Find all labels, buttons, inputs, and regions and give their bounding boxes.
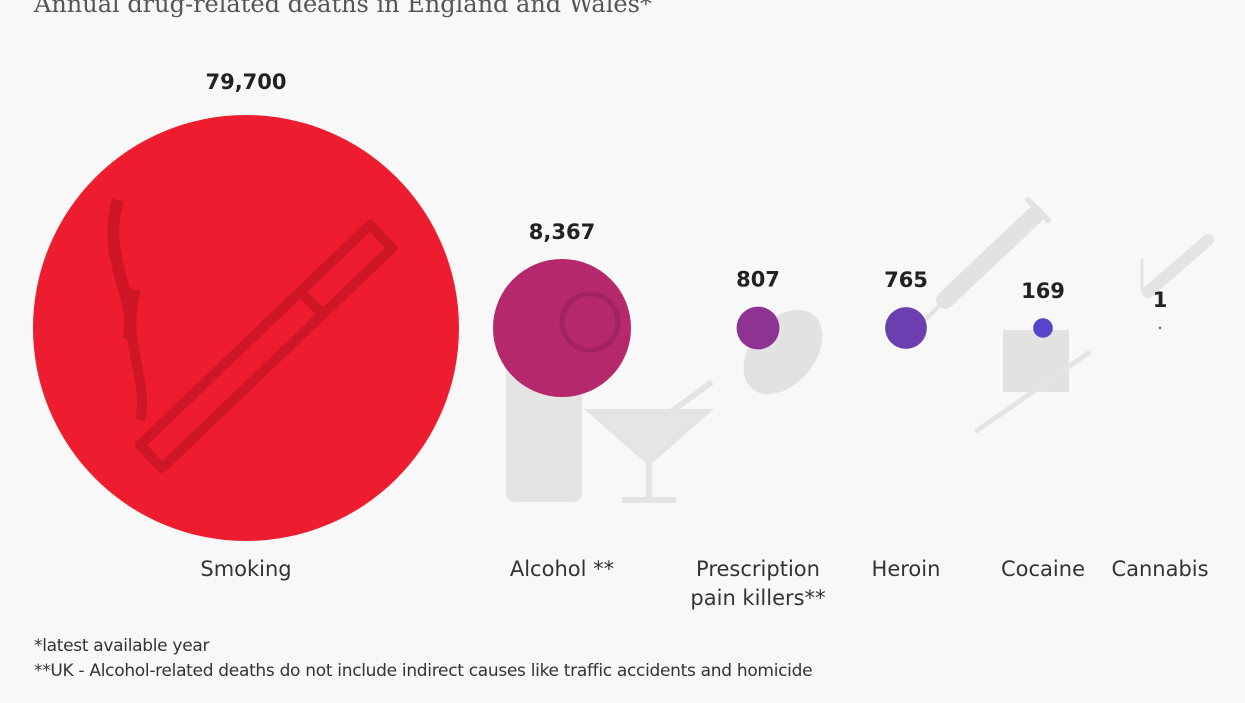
value-label: 169 — [1021, 279, 1065, 303]
value-label: 1 — [1153, 288, 1168, 312]
bubble-5 — [1158, 326, 1162, 330]
category-label: Prescription — [696, 557, 820, 581]
joint-icon — [1140, 234, 1214, 298]
category-label: Heroin — [872, 557, 941, 581]
category-label: Alcohol ** — [510, 557, 614, 581]
syringe-icon — [913, 197, 1051, 332]
bubble-0 — [33, 115, 459, 541]
value-label: 807 — [736, 268, 780, 292]
bubble-3 — [885, 307, 927, 349]
bubbles-layer — [33, 115, 1162, 541]
category-label: Cannabis — [1111, 557, 1208, 581]
footnote-2: **UK - Alcohol-related deaths do not inc… — [34, 661, 813, 681]
bubble-4 — [1033, 318, 1053, 338]
lime-icon — [559, 291, 621, 353]
cigarette-icon — [107, 198, 397, 473]
martini-icon — [584, 379, 714, 503]
bubble-2 — [736, 306, 780, 350]
labels-layer: 79,700 Smoking 8,367 Alcohol ** 807 Prescript… — [200, 70, 1208, 610]
value-label: 765 — [884, 268, 928, 292]
category-label: pain killers** — [690, 586, 825, 610]
value-label: 79,700 — [205, 70, 286, 94]
category-label: Smoking — [200, 557, 291, 581]
footnote-1: *latest available year — [34, 636, 210, 656]
value-label: 8,367 — [529, 220, 595, 244]
chart-title: Annual drug-related deaths in England an… — [34, 0, 652, 18]
razor-blade-icon — [973, 330, 1092, 435]
category-label: Cocaine — [1001, 557, 1085, 581]
bubble-overlay-icons — [107, 198, 621, 473]
